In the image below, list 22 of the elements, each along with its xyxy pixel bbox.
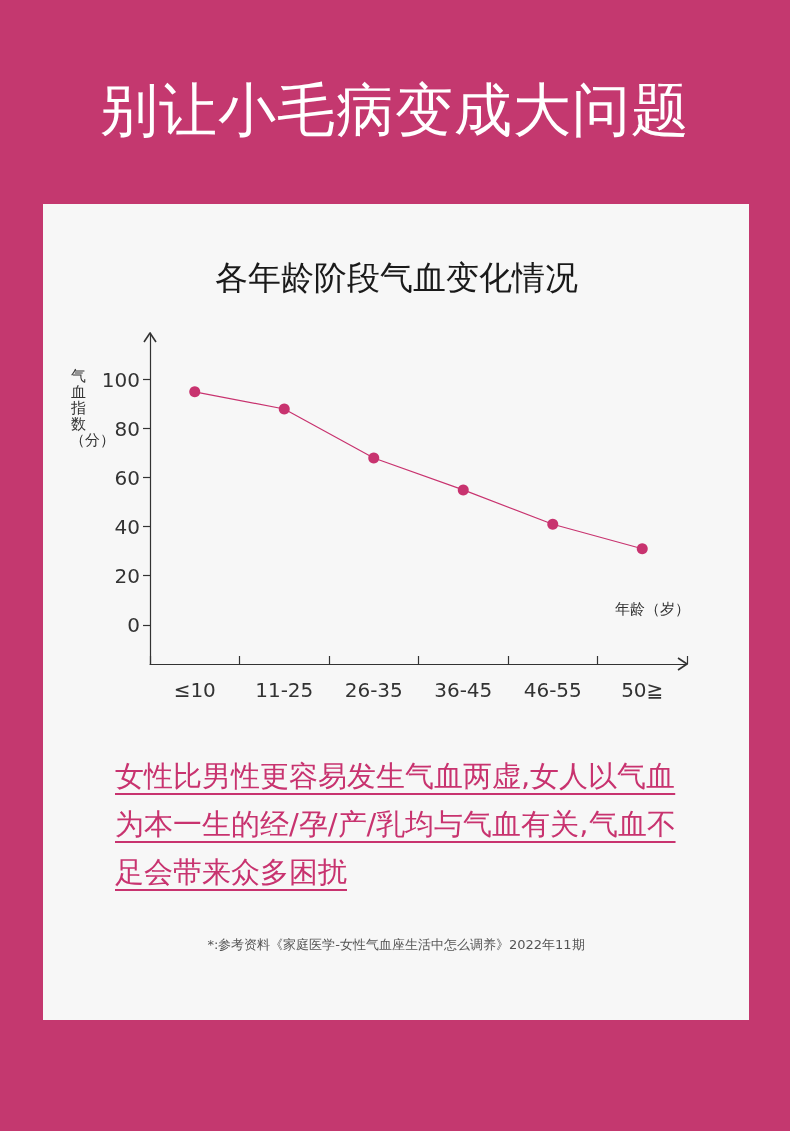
point bbox=[368, 452, 380, 464]
point bbox=[278, 403, 290, 415]
text: 女性比男性更容易发生气血两虚,女人以气血为本一生的经/孕/产/乳均与气血有关,气血不足会带来众多困扰 bbox=[115, 758, 677, 891]
x-tick-label: 36-45 bbox=[434, 678, 493, 702]
chart-title: 别让小毛病变成大问题 bbox=[99, 75, 691, 146]
y-tick-label: 40 bbox=[114, 514, 140, 539]
x-tick-label: ≤10 bbox=[173, 678, 216, 702]
y-tick-label: 20 bbox=[114, 563, 140, 588]
point bbox=[547, 518, 559, 530]
x-axis-title: 年龄（岁） bbox=[615, 599, 690, 619]
x-tick-label: 46-55 bbox=[523, 678, 582, 702]
point bbox=[457, 484, 469, 496]
x-tick-label: 50≧ bbox=[621, 678, 664, 702]
text: *:参考资料《家庭医学-女性气血座生活中怎么调养》2022年11期 bbox=[206, 936, 586, 954]
point bbox=[189, 386, 201, 398]
y-tick-label: 0 bbox=[127, 612, 140, 637]
y-tick-label: 60 bbox=[114, 465, 140, 490]
x-tick-label: 11-25 bbox=[255, 678, 314, 702]
chart-subtitle: 各年龄阶段气血变化情况 bbox=[213, 257, 579, 299]
point bbox=[636, 543, 648, 555]
x-tick-label: 26-35 bbox=[344, 678, 403, 702]
y-tick-label: 80 bbox=[114, 416, 140, 441]
